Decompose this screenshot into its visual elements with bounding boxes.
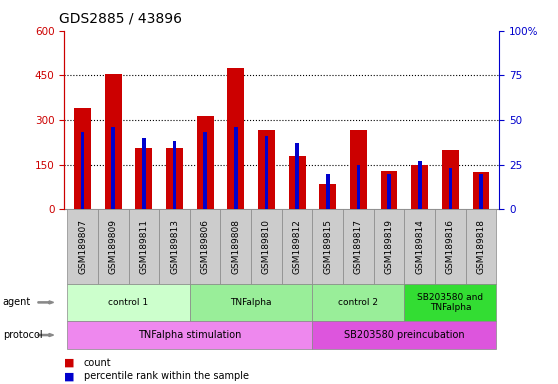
Bar [387, 174, 391, 209]
Text: GSM189816: GSM189816 [446, 219, 455, 274]
Text: GSM189811: GSM189811 [140, 219, 148, 274]
Bar [203, 132, 207, 209]
Text: GSM189815: GSM189815 [323, 219, 332, 274]
Bar [295, 143, 299, 209]
Text: protocol: protocol [3, 330, 42, 340]
Bar [288, 156, 306, 209]
Bar [418, 161, 422, 209]
Text: GDS2885 / 43896: GDS2885 / 43896 [59, 12, 181, 25]
Text: SB203580 preincubation: SB203580 preincubation [344, 330, 465, 340]
Bar [172, 141, 176, 209]
Bar [234, 127, 238, 209]
Bar [326, 174, 330, 209]
Bar [228, 68, 244, 209]
Bar [350, 131, 367, 209]
Text: TNFalpha: TNFalpha [230, 298, 272, 307]
Bar [473, 172, 489, 209]
Bar [357, 165, 360, 209]
Text: GSM189806: GSM189806 [201, 219, 210, 274]
Text: count: count [84, 358, 112, 368]
Text: GSM189808: GSM189808 [232, 219, 240, 274]
Text: GSM189814: GSM189814 [415, 219, 424, 274]
Text: GSM189807: GSM189807 [78, 219, 87, 274]
Bar [449, 168, 452, 209]
Bar [319, 184, 336, 209]
Text: GSM189819: GSM189819 [384, 219, 393, 274]
Text: control 2: control 2 [338, 298, 378, 307]
Bar [112, 127, 115, 209]
Text: GSM189817: GSM189817 [354, 219, 363, 274]
Text: ■: ■ [64, 371, 75, 381]
Text: control 1: control 1 [108, 298, 148, 307]
Text: GSM189813: GSM189813 [170, 219, 179, 274]
Text: TNFalpha stimulation: TNFalpha stimulation [138, 330, 242, 340]
Bar [197, 116, 214, 209]
Text: percentile rank within the sample: percentile rank within the sample [84, 371, 249, 381]
Bar [74, 108, 91, 209]
Bar [442, 150, 459, 209]
Bar [136, 148, 152, 209]
Text: GSM189810: GSM189810 [262, 219, 271, 274]
Text: SB203580 and
TNFalpha: SB203580 and TNFalpha [417, 293, 483, 312]
Bar [81, 132, 84, 209]
Bar [264, 136, 268, 209]
Text: ■: ■ [64, 358, 75, 368]
Bar [411, 165, 428, 209]
Text: GSM189812: GSM189812 [292, 219, 302, 274]
Bar [105, 74, 122, 209]
Text: agent: agent [3, 297, 31, 308]
Text: GSM189818: GSM189818 [477, 219, 485, 274]
Text: GSM189809: GSM189809 [109, 219, 118, 274]
Bar [142, 138, 146, 209]
Bar [166, 148, 183, 209]
Bar [479, 174, 483, 209]
Bar [258, 131, 275, 209]
Bar [381, 170, 397, 209]
